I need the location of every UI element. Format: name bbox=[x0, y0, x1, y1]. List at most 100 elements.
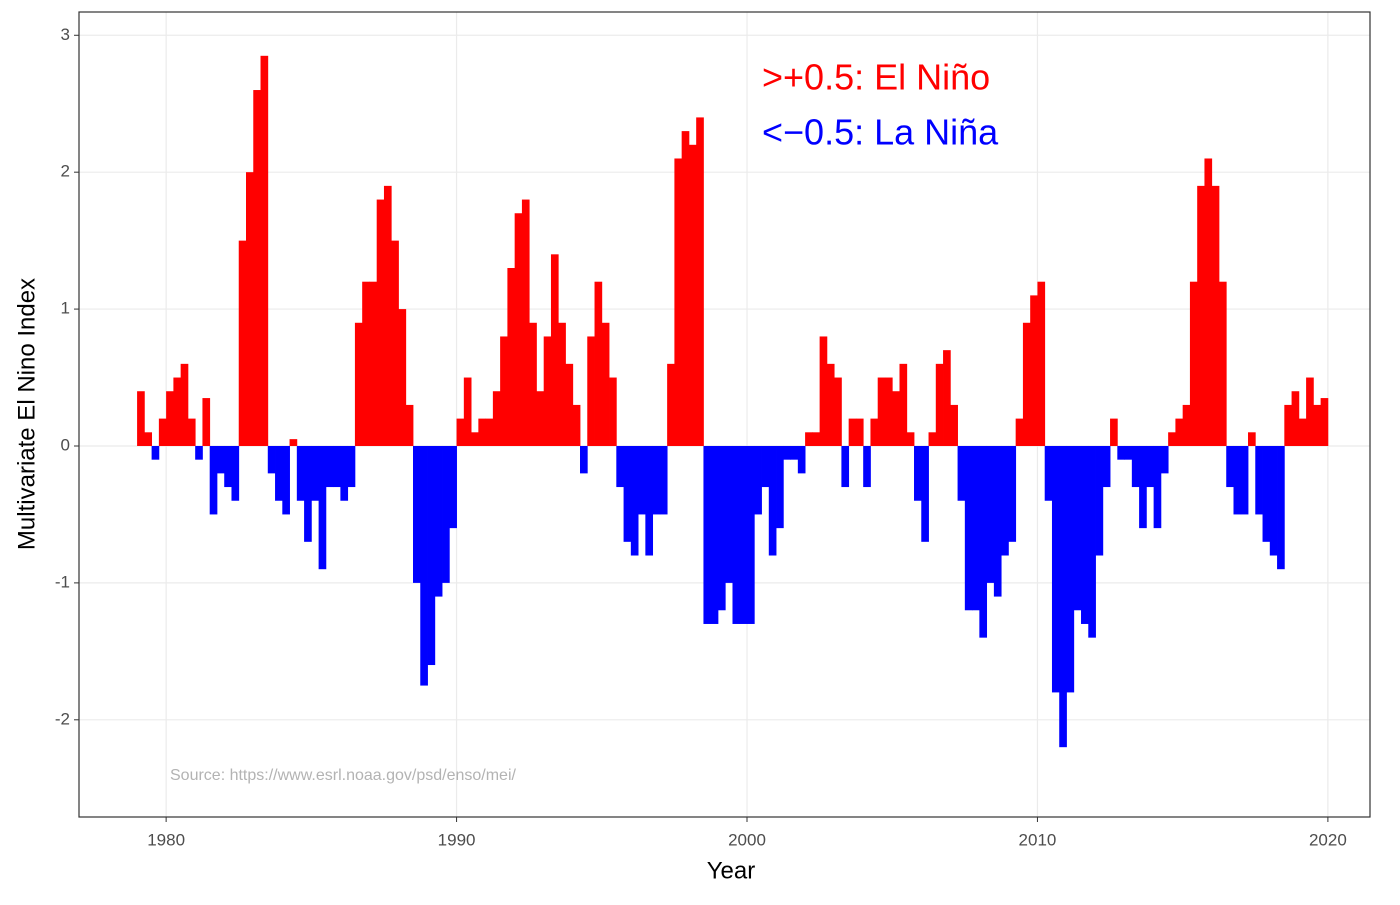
bar bbox=[594, 281, 603, 446]
x-tick-label: 2010 bbox=[1019, 830, 1057, 849]
bar bbox=[1022, 322, 1031, 446]
bar bbox=[674, 158, 683, 446]
bar bbox=[1124, 445, 1133, 460]
bar bbox=[1211, 185, 1220, 446]
bar bbox=[166, 391, 174, 446]
bar bbox=[209, 445, 218, 515]
bar bbox=[979, 445, 988, 638]
bar bbox=[783, 445, 791, 460]
bar bbox=[1197, 185, 1205, 446]
bar bbox=[761, 445, 770, 488]
bar bbox=[1102, 445, 1111, 488]
bar bbox=[398, 309, 407, 446]
bar bbox=[1298, 418, 1307, 446]
bar bbox=[587, 336, 595, 446]
bar bbox=[246, 172, 254, 446]
bar bbox=[892, 391, 900, 446]
bar bbox=[1001, 445, 1009, 556]
y-axis-label: Multivariate El Nino Index bbox=[13, 278, 40, 550]
bar bbox=[558, 322, 566, 446]
bar bbox=[710, 445, 719, 624]
y-tick-label: 1 bbox=[61, 299, 70, 318]
bar bbox=[805, 432, 813, 446]
bar bbox=[950, 404, 958, 446]
bar bbox=[1037, 281, 1046, 446]
bar bbox=[1189, 281, 1198, 446]
bar bbox=[1284, 404, 1292, 446]
bar bbox=[717, 445, 726, 611]
bar bbox=[623, 445, 632, 542]
bar bbox=[1218, 281, 1227, 446]
bar bbox=[275, 445, 283, 501]
bar bbox=[1160, 445, 1169, 474]
bar bbox=[572, 404, 581, 446]
x-tick-label: 1980 bbox=[147, 830, 185, 849]
bar bbox=[420, 445, 428, 686]
x-tick-label: 1990 bbox=[438, 830, 476, 849]
bar bbox=[1262, 445, 1271, 542]
bar bbox=[1008, 445, 1017, 542]
bar bbox=[478, 418, 487, 446]
bar bbox=[928, 432, 937, 446]
bar bbox=[202, 398, 211, 446]
bar bbox=[507, 268, 516, 446]
bar bbox=[1030, 295, 1038, 446]
bar bbox=[776, 445, 784, 529]
x-tick-label: 2000 bbox=[728, 830, 766, 849]
bar bbox=[1139, 445, 1147, 529]
bar bbox=[747, 445, 755, 624]
bar bbox=[659, 445, 668, 515]
bar bbox=[1117, 445, 1125, 460]
bar bbox=[362, 281, 370, 446]
bar bbox=[1233, 445, 1242, 515]
bar bbox=[652, 445, 661, 515]
bar bbox=[1306, 377, 1314, 446]
bar bbox=[1051, 445, 1060, 693]
bar bbox=[696, 117, 704, 446]
bar bbox=[1240, 445, 1249, 515]
bar bbox=[609, 377, 617, 446]
bar bbox=[1146, 445, 1155, 488]
bar bbox=[253, 90, 261, 446]
bar bbox=[826, 363, 835, 446]
bar bbox=[492, 391, 501, 446]
bar bbox=[413, 445, 421, 583]
bar bbox=[289, 439, 298, 446]
bar bbox=[993, 445, 1002, 597]
bar bbox=[1277, 445, 1285, 570]
bar bbox=[325, 445, 334, 488]
bar bbox=[1255, 445, 1263, 515]
bar bbox=[921, 445, 929, 542]
bar bbox=[137, 391, 145, 446]
bar bbox=[1291, 391, 1300, 446]
bar bbox=[1226, 445, 1234, 488]
bar bbox=[565, 363, 574, 446]
bar bbox=[405, 404, 414, 446]
bar bbox=[739, 445, 748, 624]
ticks: -2 -1 0 1 2 3 1980 1990 2000 2010 2020 bbox=[55, 25, 1347, 850]
bar bbox=[855, 418, 864, 446]
bar bbox=[863, 445, 871, 488]
bar bbox=[906, 432, 915, 446]
bar bbox=[224, 445, 232, 488]
bar bbox=[311, 445, 320, 501]
bar bbox=[957, 445, 966, 501]
bar bbox=[231, 445, 240, 501]
bars bbox=[137, 55, 1329, 748]
bar bbox=[1073, 445, 1082, 611]
bar bbox=[158, 418, 167, 446]
bar bbox=[848, 418, 857, 446]
bar bbox=[703, 445, 712, 624]
bar bbox=[369, 281, 378, 446]
bar bbox=[645, 445, 654, 556]
bar bbox=[834, 377, 842, 446]
bar bbox=[819, 336, 828, 446]
bar bbox=[1044, 445, 1053, 501]
y-tick-label: -1 bbox=[55, 572, 70, 591]
bar bbox=[1320, 398, 1329, 446]
bar bbox=[296, 445, 305, 501]
bar bbox=[972, 445, 980, 611]
bar bbox=[304, 445, 312, 542]
bar bbox=[725, 445, 733, 583]
